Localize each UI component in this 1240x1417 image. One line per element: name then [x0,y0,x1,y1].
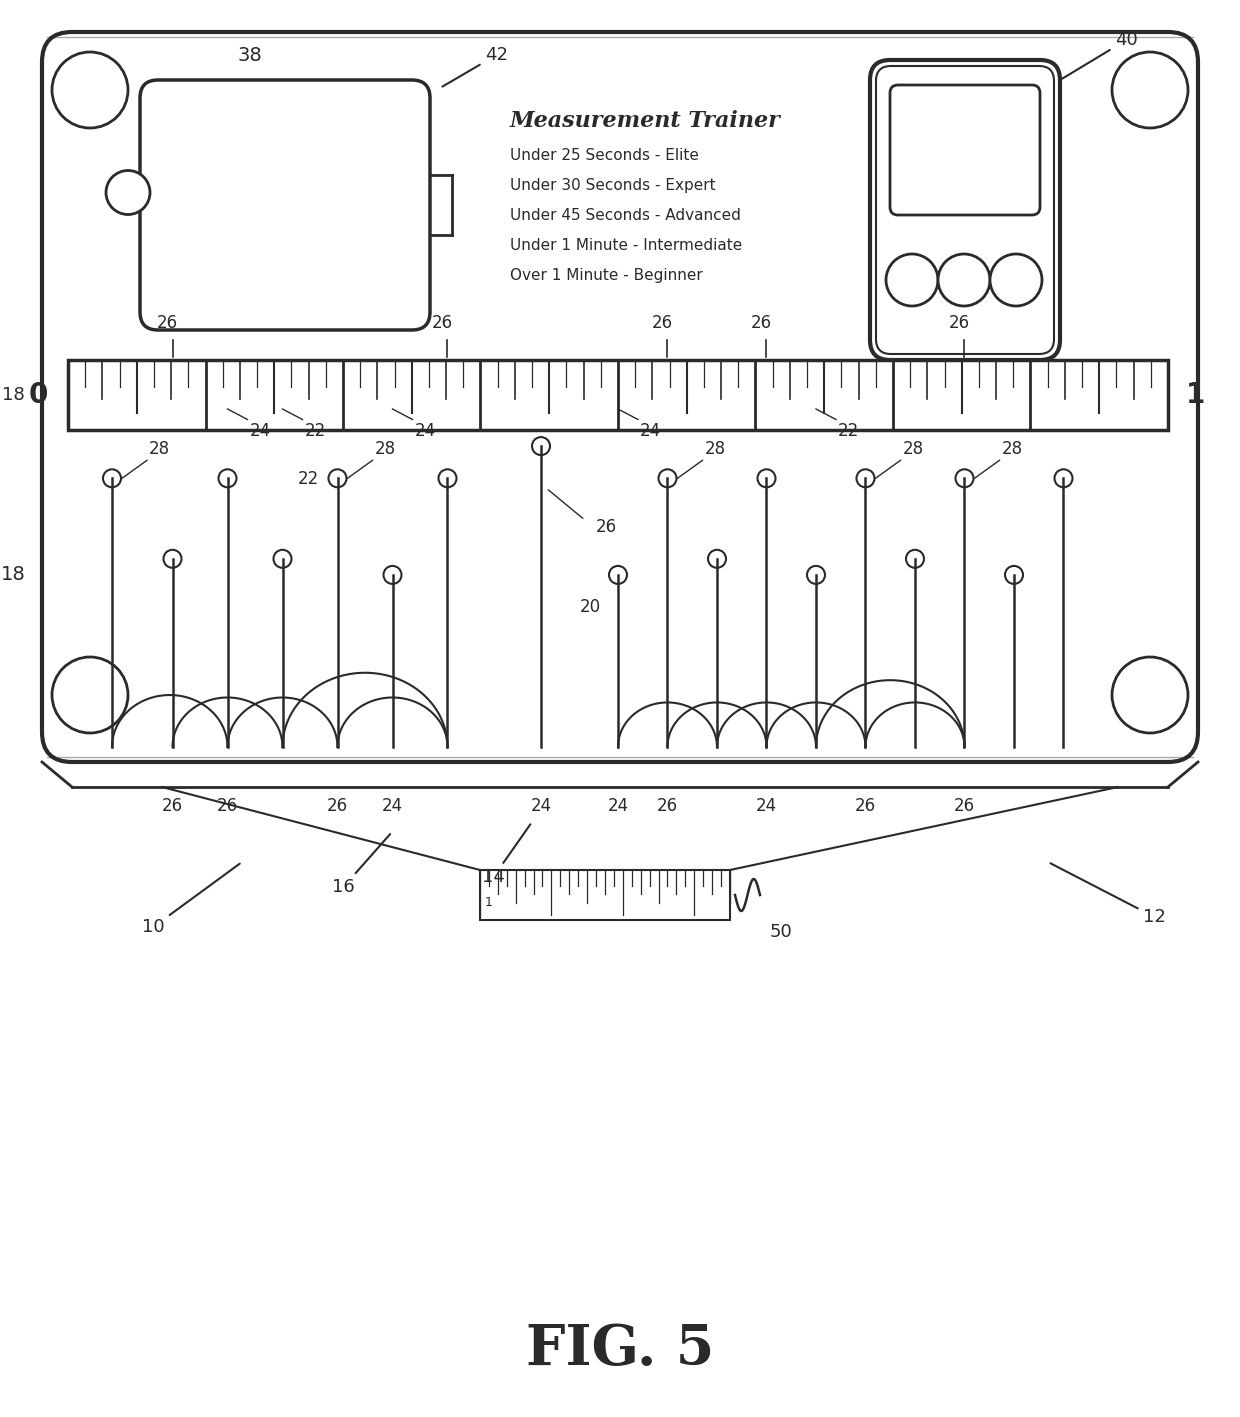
Text: 26: 26 [954,796,975,815]
Text: 38: 38 [238,45,263,65]
FancyBboxPatch shape [870,60,1060,360]
Text: 24: 24 [756,796,777,815]
Text: 0: 0 [29,381,47,410]
Text: Under 1 Minute - Intermediate: Under 1 Minute - Intermediate [510,238,743,254]
Circle shape [807,565,825,584]
Text: 28: 28 [149,441,170,458]
Circle shape [439,469,456,487]
Text: 26: 26 [751,315,773,332]
Text: 22: 22 [305,422,326,439]
FancyBboxPatch shape [42,33,1198,762]
Text: 28: 28 [374,441,396,458]
FancyBboxPatch shape [890,85,1040,215]
Circle shape [609,565,627,584]
Text: 28: 28 [704,441,725,458]
Text: 1: 1 [485,896,492,908]
Text: 26: 26 [162,796,184,815]
Text: 26: 26 [652,315,673,332]
Text: 22: 22 [298,470,319,487]
Text: 42: 42 [443,45,508,86]
Circle shape [1054,469,1073,487]
Text: 26: 26 [217,796,238,815]
Text: 26: 26 [854,796,877,815]
Text: 20: 20 [579,598,600,616]
Circle shape [956,469,973,487]
Text: 14: 14 [482,825,531,886]
Circle shape [103,469,122,487]
Circle shape [274,550,291,568]
Bar [480,870,730,920]
Text: 16: 16 [332,835,391,896]
Text: Measurement Trainer: Measurement Trainer [510,111,781,132]
Circle shape [857,469,874,487]
Text: 1: 1 [1187,381,1205,410]
Text: 28: 28 [1002,441,1023,458]
Text: Over 1 Minute - Beginner: Over 1 Minute - Beginner [510,268,703,283]
Text: 40: 40 [1063,31,1138,78]
Circle shape [758,469,775,487]
Text: 50: 50 [770,922,792,941]
Text: 26: 26 [157,315,179,332]
Circle shape [52,657,128,733]
Circle shape [708,550,725,568]
Circle shape [218,469,237,487]
Text: 12: 12 [1050,863,1166,925]
Circle shape [164,550,181,568]
Circle shape [990,254,1042,306]
Circle shape [906,550,924,568]
Text: 22: 22 [838,422,859,439]
Text: 24: 24 [249,422,270,439]
Text: 18: 18 [1,565,25,584]
Circle shape [383,565,402,584]
Text: 24: 24 [608,796,629,815]
Text: 24: 24 [414,422,435,439]
Text: 24: 24 [382,796,403,815]
Circle shape [329,469,346,487]
Text: 28: 28 [903,441,924,458]
Circle shape [532,436,551,455]
Circle shape [105,170,150,214]
Text: 26: 26 [657,796,678,815]
Circle shape [887,254,937,306]
Text: Under 25 Seconds - Elite: Under 25 Seconds - Elite [510,147,699,163]
Text: FIG. 5: FIG. 5 [526,1322,714,1377]
FancyBboxPatch shape [140,79,430,330]
Text: 26: 26 [949,315,970,332]
Circle shape [1004,565,1023,584]
Text: 26: 26 [596,517,618,536]
Text: Under 45 Seconds - Advanced: Under 45 Seconds - Advanced [510,208,740,222]
Circle shape [1112,657,1188,733]
Bar [68,360,1168,429]
Text: 24: 24 [640,422,661,439]
Circle shape [937,254,990,306]
Circle shape [658,469,677,487]
Text: 26: 26 [327,796,348,815]
Text: 26: 26 [432,315,453,332]
Circle shape [1112,52,1188,128]
Text: Under 30 Seconds - Expert: Under 30 Seconds - Expert [510,179,715,193]
Text: 10: 10 [143,863,239,937]
Text: 18: 18 [1,385,25,404]
Text: 24: 24 [531,796,552,815]
Circle shape [52,52,128,128]
FancyBboxPatch shape [875,67,1054,354]
